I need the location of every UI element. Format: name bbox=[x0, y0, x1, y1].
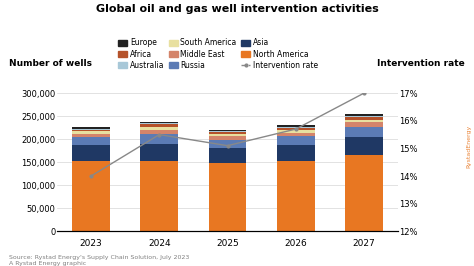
Intervention rate bbox=[156, 133, 162, 136]
Bar bbox=[345, 127, 383, 137]
Bar bbox=[209, 148, 246, 163]
Bar bbox=[345, 122, 383, 127]
Bar bbox=[72, 131, 110, 134]
Bar bbox=[345, 116, 383, 117]
Bar bbox=[72, 127, 110, 128]
Bar bbox=[72, 145, 110, 161]
Text: Source: Rystad Energy's Supply Chain Solution, July 2023
A Rystad Energy graphic: Source: Rystad Energy's Supply Chain Sol… bbox=[9, 255, 190, 266]
Intervention rate bbox=[225, 144, 230, 147]
Bar bbox=[277, 125, 315, 127]
Bar bbox=[277, 127, 315, 128]
Legend: Europe, Africa, Australia, South America, Middle East, Russia, Asia, North Ameri: Europe, Africa, Australia, South America… bbox=[118, 38, 318, 70]
Bar bbox=[209, 140, 246, 148]
Bar bbox=[140, 123, 178, 124]
Bar bbox=[345, 117, 383, 120]
Text: Global oil and gas well intervention activities: Global oil and gas well intervention act… bbox=[96, 4, 378, 14]
Bar bbox=[140, 127, 178, 130]
Bar bbox=[140, 161, 178, 231]
Bar bbox=[72, 128, 110, 130]
Bar bbox=[277, 145, 315, 161]
Bar bbox=[345, 137, 383, 155]
Text: RystadEnergy: RystadEnergy bbox=[466, 125, 472, 168]
Intervention rate bbox=[88, 174, 94, 178]
Bar bbox=[140, 124, 178, 127]
Bar bbox=[209, 131, 246, 132]
Text: Number of wells: Number of wells bbox=[9, 59, 92, 68]
Intervention rate bbox=[361, 92, 367, 95]
Bar bbox=[140, 130, 178, 134]
Bar bbox=[277, 128, 315, 130]
Bar bbox=[140, 134, 178, 144]
Bar bbox=[345, 155, 383, 231]
Bar bbox=[72, 137, 110, 145]
Text: Intervention rate: Intervention rate bbox=[377, 59, 465, 68]
Bar bbox=[140, 122, 178, 123]
Bar bbox=[209, 136, 246, 140]
Bar bbox=[72, 134, 110, 137]
Bar bbox=[209, 132, 246, 134]
Bar bbox=[209, 134, 246, 136]
Bar bbox=[345, 120, 383, 122]
Bar bbox=[345, 114, 383, 116]
Bar bbox=[277, 130, 315, 132]
Bar bbox=[140, 144, 178, 161]
Bar bbox=[209, 163, 246, 231]
Bar bbox=[277, 161, 315, 231]
Bar bbox=[277, 132, 315, 136]
Bar bbox=[72, 161, 110, 231]
Bar bbox=[72, 130, 110, 131]
Intervention rate bbox=[293, 127, 299, 131]
Bar bbox=[209, 130, 246, 131]
Bar bbox=[277, 136, 315, 145]
Line: Intervention rate: Intervention rate bbox=[90, 92, 365, 177]
